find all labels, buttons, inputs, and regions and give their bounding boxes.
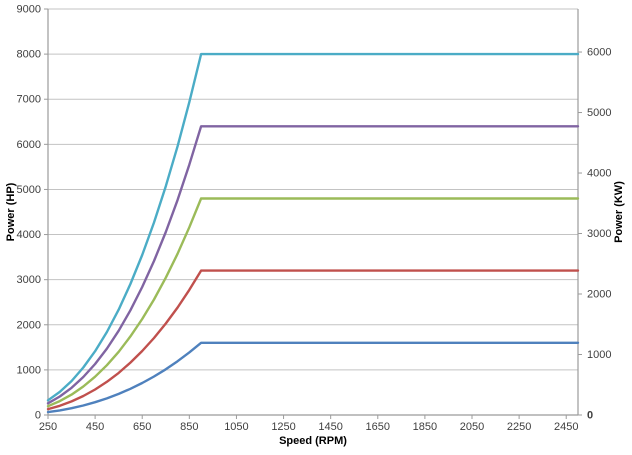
series-line-green [46,197,580,408]
tick-marks [44,8,582,419]
series-line-red [46,269,580,411]
left-axis-label-6000: 6000 [17,139,41,151]
right-axis-label-0: 0 [587,410,593,422]
left-axis-label-9000: 9000 [17,4,41,16]
left-axis-label-1000: 1000 [17,364,41,376]
left-axis-label-0: 0 [35,410,41,422]
series-lines [46,52,580,414]
x-axis-label-450: 450 [86,421,104,433]
left-axis-label-8000: 8000 [17,49,41,61]
left-axis-title: Power (HP) [5,182,17,242]
x-axis-label-250: 250 [39,421,57,433]
right-axis-label-2000: 2000 [587,289,611,301]
x-axis-label-1250: 1250 [271,421,295,433]
right-axis-label-5000: 5000 [587,107,611,119]
axes [47,9,579,416]
left-axis-label-4000: 4000 [17,229,41,241]
series-line-blue [46,341,580,414]
right-axis-label-6000: 6000 [587,47,611,59]
right-axis-label-1000: 1000 [587,349,611,361]
left-axis-label-5000: 5000 [17,184,41,196]
x-axis-label-850: 850 [180,421,198,433]
right-axis-title: Power (KW) [613,181,625,243]
x-axis-label-1050: 1050 [224,421,248,433]
x-axis-label-1850: 1850 [413,421,437,433]
x-axis-title: Speed (RPM) [279,435,347,447]
x-axis-label-1650: 1650 [366,421,390,433]
x-axis-label-2050: 2050 [460,421,484,433]
left-axis-label-7000: 7000 [17,94,41,106]
right-axis-label-3000: 3000 [587,228,611,240]
x-axis-label-2250: 2250 [507,421,531,433]
right-axis-label-4000: 4000 [587,168,611,180]
left-axis-label-3000: 3000 [17,274,41,286]
series-line-teal [46,52,580,402]
series-line-purple [46,125,580,405]
x-axis-label-2450: 2450 [554,421,578,433]
x-axis-label-650: 650 [133,421,151,433]
gridlines [48,8,578,371]
left-axis-label-2000: 2000 [17,319,41,331]
tick-labels: 0 1000 2000 3000 4000 5000 6000 7000 8000 9000 0 10… [17,4,612,434]
x-axis-label-1450: 1450 [318,421,342,433]
